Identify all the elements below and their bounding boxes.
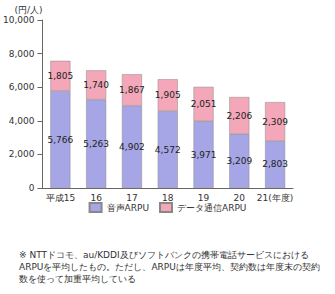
svg-text:5,263: 5,263 (83, 139, 109, 149)
svg-text:5,415: 5,415 (226, 86, 252, 96)
svg-text:18: 18 (162, 193, 174, 203)
svg-text:5,112: 5,112 (262, 91, 288, 101)
svg-text:17: 17 (126, 193, 137, 203)
svg-text:1,740: 1,740 (83, 80, 109, 90)
svg-text:20: 20 (234, 193, 246, 203)
svg-text:ARPUを平均したもの。ただし、ARPUは年度平均、契約数は: ARPUを平均したもの。ただし、ARPUは年度平均、契約数は年度末の契約 (19, 262, 320, 272)
svg-text:7,004: 7,004 (83, 59, 109, 69)
svg-text:0: 0 (29, 183, 35, 193)
svg-text:4,572: 4,572 (155, 145, 181, 155)
svg-text:4,902: 4,902 (119, 142, 145, 152)
svg-text:19: 19 (198, 193, 210, 203)
svg-text:6,000: 6,000 (9, 82, 35, 92)
svg-text:2,803: 2,803 (262, 159, 288, 169)
svg-text:3,209: 3,209 (226, 156, 252, 166)
svg-text:8,000: 8,000 (9, 49, 35, 59)
svg-text:6,021: 6,021 (191, 75, 217, 85)
svg-text:1,805: 1,805 (48, 71, 74, 81)
svg-text:※ NTTドコモ、au/KDDI及びソフトバンクの携帯電話サ: ※ NTTドコモ、au/KDDI及びソフトバンクの携帯電話サービスにおける (19, 250, 309, 260)
svg-text:4,000: 4,000 (9, 116, 35, 126)
svg-text:数を使って加重平均している: 数を使って加重平均している (19, 274, 136, 284)
svg-text:2,000: 2,000 (9, 149, 35, 159)
svg-text:音声ARPU: 音声ARPU (107, 203, 149, 213)
svg-text:21(年度): 21(年度) (257, 193, 293, 203)
svg-text:1,905: 1,905 (155, 90, 181, 100)
svg-text:3,971: 3,971 (191, 150, 217, 160)
svg-text:16: 16 (90, 193, 102, 203)
svg-text:2,051: 2,051 (191, 99, 217, 109)
svg-text:6,769: 6,769 (119, 63, 145, 73)
svg-text:2,309: 2,309 (262, 117, 288, 127)
svg-text:7,570: 7,570 (48, 49, 74, 59)
svg-text:(円/人): (円/人) (14, 5, 42, 15)
svg-text:1,867: 1,867 (119, 85, 145, 95)
svg-text:平成15: 平成15 (46, 193, 75, 203)
svg-text:2,206: 2,206 (226, 111, 252, 121)
svg-text:6,477: 6,477 (155, 68, 181, 78)
svg-text:5,766: 5,766 (48, 135, 74, 145)
svg-text:データ通信ARPU: データ通信ARPU (177, 203, 246, 213)
svg-text:10,000: 10,000 (3, 15, 35, 25)
